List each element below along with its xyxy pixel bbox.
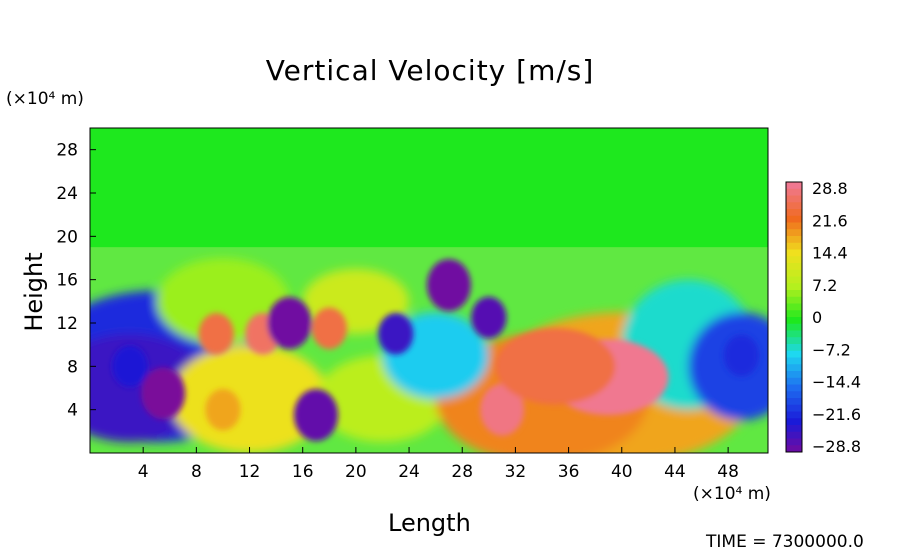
velocity-cell-5 [311, 307, 347, 350]
colorbar-label: 21.6 [812, 211, 848, 230]
x-tick-label: 48 [717, 462, 739, 482]
velocity-cell-0 [141, 367, 186, 420]
velocity-cell-1 [112, 345, 148, 388]
colorbar-band [786, 182, 802, 190]
colorbar-band [786, 350, 802, 358]
x-tick-label: 44 [664, 462, 686, 482]
colorbar-band [786, 323, 802, 331]
colorbar-band [786, 445, 802, 453]
colorbar-band [786, 438, 802, 446]
colorbar-band [786, 236, 802, 244]
y-tick-label: 28 [56, 141, 78, 161]
colorbar-label: 7.2 [812, 276, 837, 295]
colorbar-band [786, 344, 802, 352]
colorbar-band [786, 256, 802, 264]
x-tick-label: 32 [505, 462, 527, 482]
colorbar: 28.8 21.6 14.4 7.2 0 −7.2 −14.4 −21.6 −28.8 [785, 179, 861, 456]
colorbar-band [786, 317, 802, 325]
chart-title: Vertical Velocity [m/s] [265, 54, 595, 87]
x-tick-label: 40 [611, 462, 633, 482]
x-tick-label: 24 [398, 462, 420, 482]
colorbar-band [786, 384, 802, 392]
velocity-cell-8 [426, 259, 471, 312]
colorbar-band [786, 330, 802, 338]
velocity-cell-4 [267, 297, 312, 349]
colorbar-band [786, 377, 802, 385]
colorbar-band [786, 371, 802, 379]
velocity-cell-2 [198, 313, 234, 355]
colorbar-band [786, 222, 802, 230]
colorbar-band [786, 357, 802, 365]
colorbar-band [786, 310, 802, 318]
colorbar-label: 14.4 [812, 244, 848, 263]
colorbar-band [786, 242, 802, 250]
colorbar-band [786, 418, 802, 426]
x-tick-label: 20 [345, 462, 367, 482]
colorbar-band [786, 263, 802, 271]
velocity-cell-11 [480, 383, 525, 436]
colorbar-label: −28.8 [812, 437, 861, 456]
colorbar-band [786, 229, 802, 237]
x-tick-label: 8 [191, 462, 202, 482]
colorbar-band [786, 202, 802, 210]
x-ticks: 4 8 12 16 20 24 28 32 36 40 44 48 [138, 447, 739, 482]
colorbar-frame [785, 181, 803, 453]
colorbar-band [786, 431, 802, 439]
velocity-cell-13 [495, 328, 616, 405]
plot-frame [89, 127, 769, 454]
field-blob [169, 344, 330, 453]
colorbar-band [786, 425, 802, 433]
colorbar-band [786, 283, 802, 291]
x-tick-label: 12 [239, 462, 261, 482]
colorbar-band [786, 269, 802, 277]
velocity-cell-14 [723, 334, 760, 377]
colorbar-label: 28.8 [812, 179, 848, 198]
y-tick-label: 8 [67, 357, 78, 377]
y-tick-label: 4 [67, 401, 78, 421]
y-tick-label: 12 [56, 314, 78, 334]
y-tick-label: 20 [56, 227, 78, 247]
colorbar-band [786, 337, 802, 345]
x-axis-label: Length [388, 509, 471, 537]
colorbar-label: 0 [812, 308, 822, 327]
x-tick-label: 28 [451, 462, 473, 482]
x-tick-label: 36 [558, 462, 580, 482]
y-axis-unit: (×10⁴ m) [6, 89, 84, 109]
velocity-cell-9 [471, 296, 507, 339]
velocity-cell-6 [294, 389, 338, 442]
y-tick-label: 24 [56, 184, 78, 204]
colorbar-label: −21.6 [812, 405, 861, 424]
colorbar-label: −7.2 [812, 340, 851, 359]
velocity-cell-7 [378, 313, 414, 355]
colorbar-band [786, 296, 802, 304]
x-axis-unit: (×10⁴ m) [693, 484, 771, 504]
y-ticks: 4 8 12 16 20 24 28 [56, 141, 96, 421]
colorbar-band [786, 404, 802, 412]
colorbar-band [786, 391, 802, 399]
colorbar-band [786, 303, 802, 311]
colorbar-band [786, 249, 802, 257]
colorbar-band [786, 398, 802, 406]
colorbar-label: −14.4 [812, 373, 861, 392]
colorbar-band [786, 215, 802, 223]
colorbar-band [786, 290, 802, 298]
colorbar-band [786, 364, 802, 372]
field-layer [90, 128, 768, 453]
colorbar-band [786, 209, 802, 217]
x-tick-label: 16 [292, 462, 314, 482]
y-tick-label: 16 [56, 271, 78, 291]
colorbar-band [786, 188, 802, 196]
colorbar-band [786, 411, 802, 419]
colorbar-band [786, 276, 802, 284]
colorbar-band [786, 195, 802, 203]
x-tick-label: 4 [138, 462, 149, 482]
velocity-cell-10 [205, 388, 241, 431]
